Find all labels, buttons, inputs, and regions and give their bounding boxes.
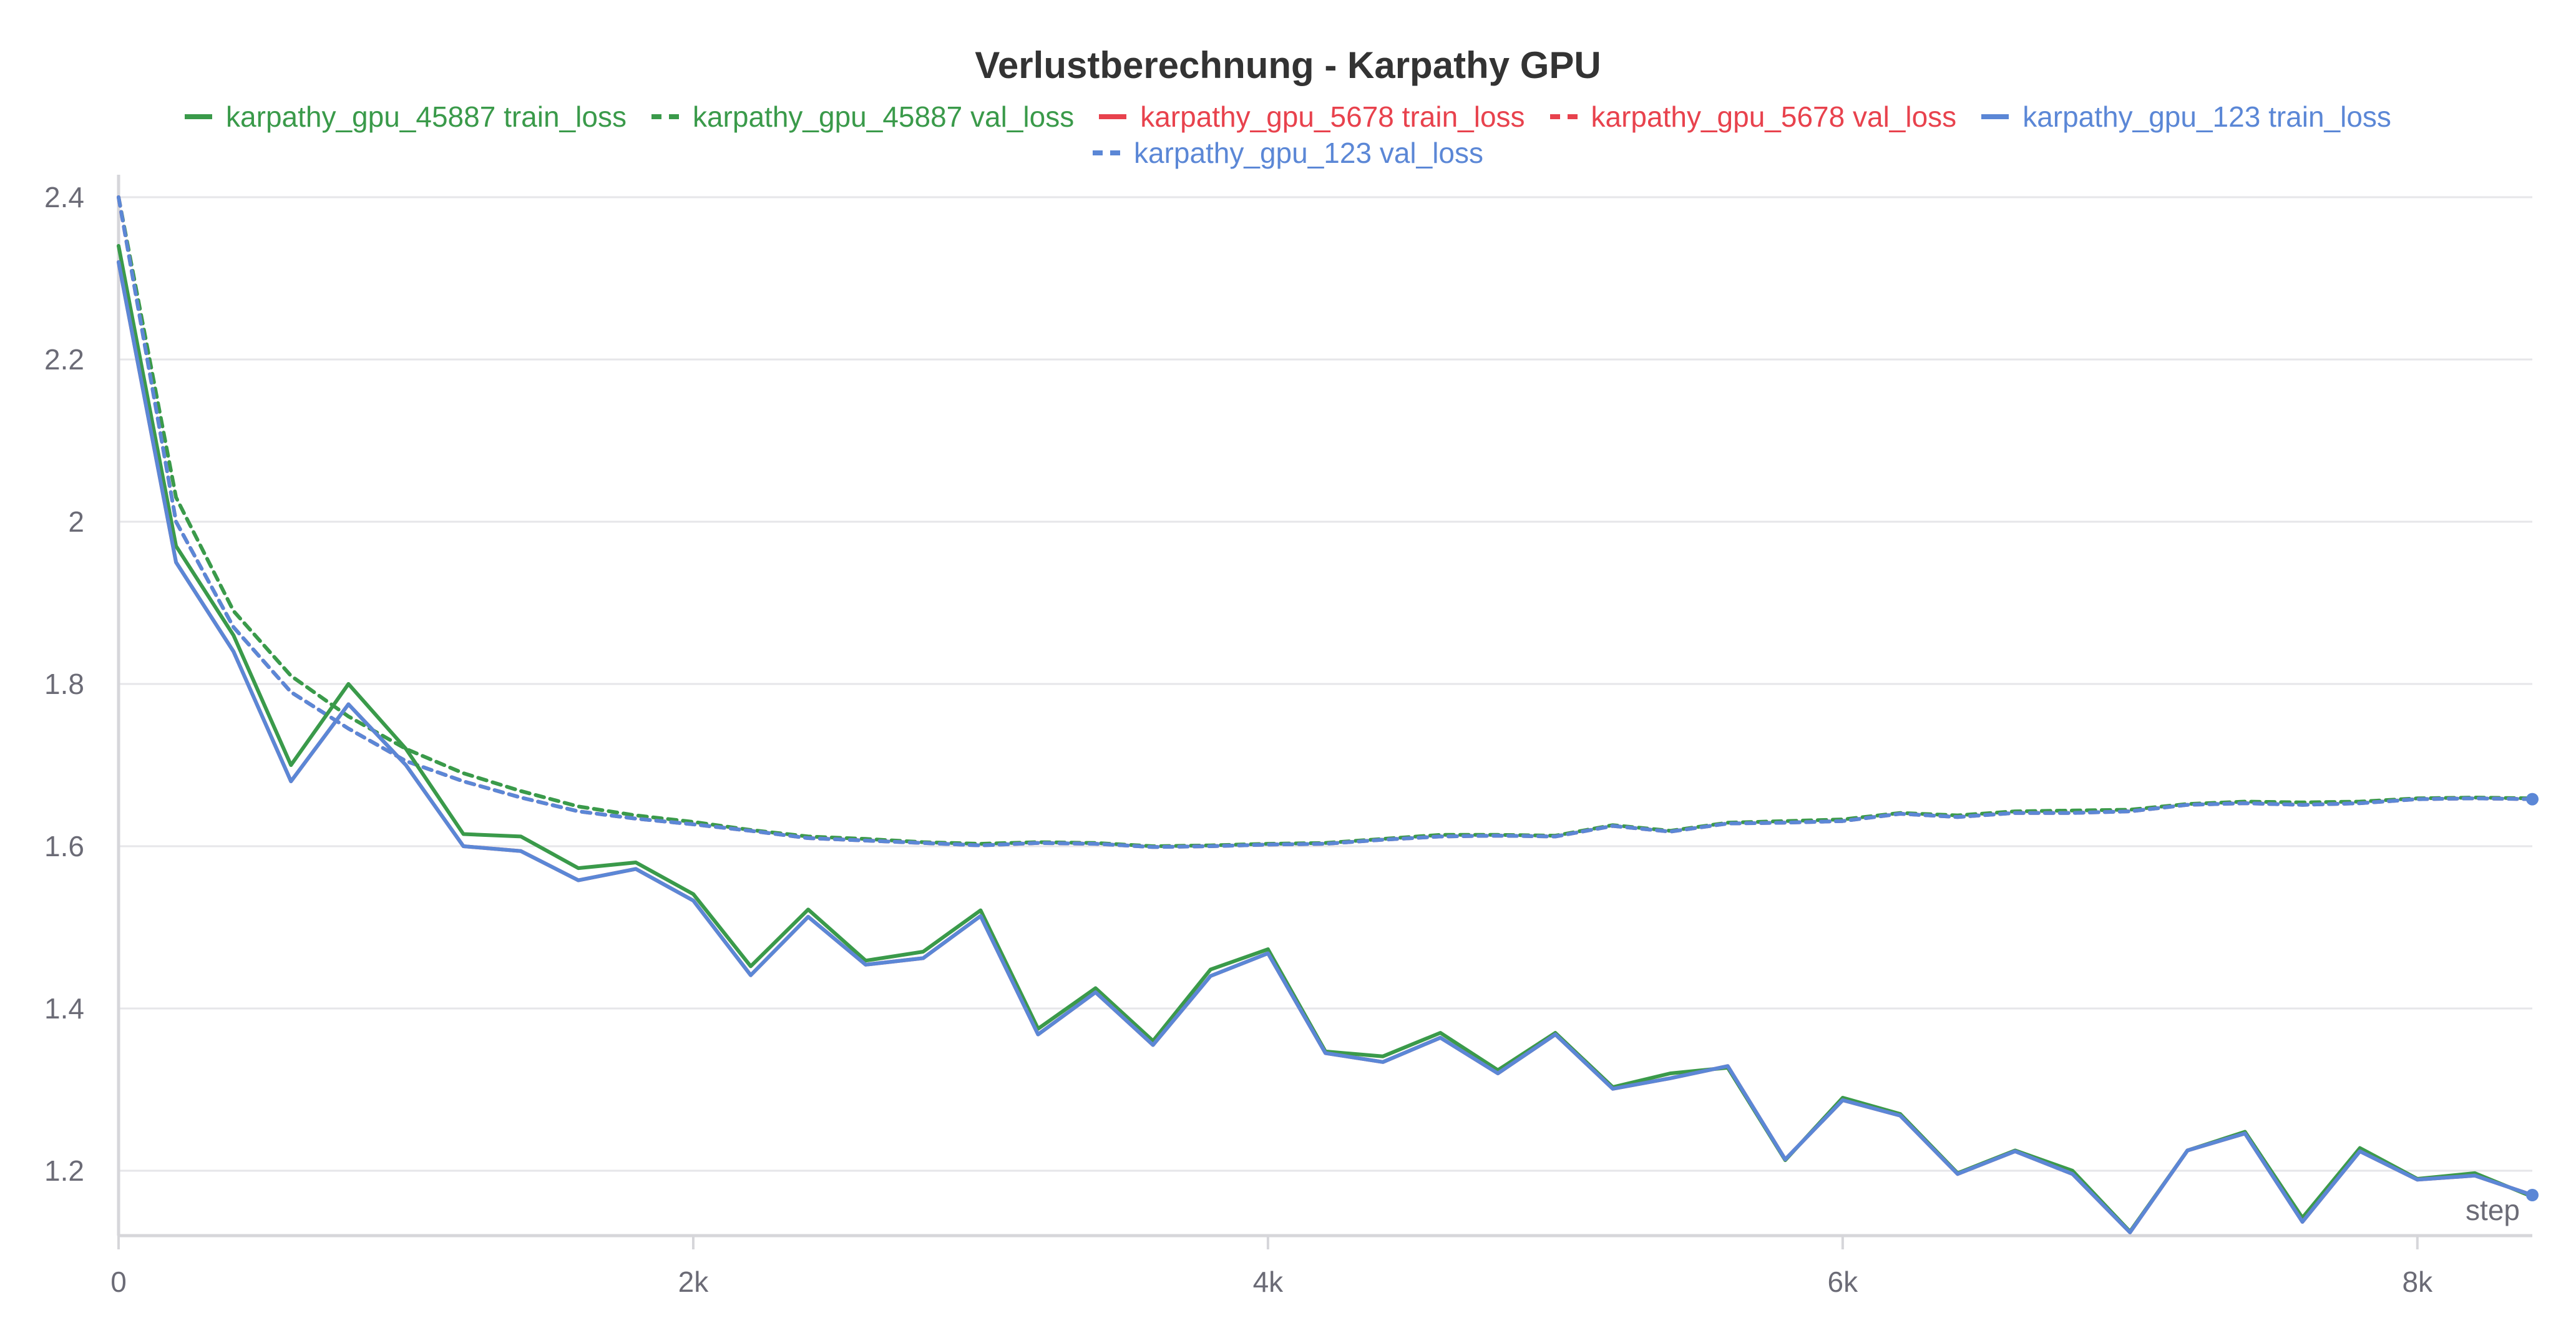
- legend-label: karpathy_gpu_5678 train_loss: [1140, 100, 1525, 133]
- legend-label: karpathy_gpu_45887 train_loss: [226, 100, 627, 133]
- legend-label: karpathy_gpu_123 train_loss: [2022, 100, 2391, 133]
- y-tick-label: 2.4: [44, 181, 84, 213]
- x-tick-label: 6k: [1828, 1266, 1859, 1298]
- legend-item[interactable]: karpathy_gpu_5678 val_loss: [1549, 100, 1957, 134]
- series-line-karpathy-gpu-123-train-loss: [117, 260, 2534, 1234]
- x-tick-label: 0: [110, 1266, 127, 1298]
- legend-swatch: [1981, 114, 2009, 119]
- y-tick-label: 1.8: [44, 668, 84, 700]
- legend-item[interactable]: karpathy_gpu_45887 val_loss: [651, 100, 1074, 134]
- chart-title: Verlustberechnung - Karpathy GPU: [975, 44, 1601, 86]
- legend-swatch: [1092, 150, 1120, 155]
- legend-label: karpathy_gpu_5678 val_loss: [1591, 100, 1957, 133]
- series-end-point: [2526, 1189, 2539, 1201]
- series-line-karpathy-gpu-45887-val-loss: [117, 195, 2534, 848]
- legend-swatch: [185, 114, 213, 119]
- y-tick-label: 2.2: [44, 343, 84, 376]
- legend-row-2: karpathy_gpu_123 val_loss: [0, 136, 2576, 170]
- legend-item[interactable]: karpathy_gpu_45887 train_loss: [185, 100, 627, 134]
- legend-label: karpathy_gpu_123 val_loss: [1133, 137, 1484, 169]
- legend-item[interactable]: karpathy_gpu_5678 train_loss: [1099, 100, 1525, 134]
- legend-swatch: [1099, 114, 1127, 119]
- y-tick-label: 1.2: [44, 1155, 84, 1187]
- y-tick-label: 2: [68, 505, 84, 538]
- y-tick-label: 1.4: [44, 992, 84, 1025]
- legend-swatch: [651, 114, 679, 119]
- y-tick-label: 1.6: [44, 830, 84, 862]
- series-line-karpathy-gpu-123-val-loss: [117, 195, 2534, 849]
- x-tick-label: 2k: [678, 1266, 710, 1298]
- x-tick-label: 8k: [2403, 1266, 2434, 1298]
- legend: karpathy_gpu_45887 train_loss karpathy_gp…: [0, 100, 2576, 134]
- legend-item[interactable]: karpathy_gpu_123 train_loss: [1981, 100, 2391, 134]
- legend-label: karpathy_gpu_45887 val_loss: [692, 100, 1075, 133]
- series-line-karpathy-gpu-5678-train-loss: [117, 260, 2534, 1234]
- series-line-karpathy-gpu-45887-train-loss: [117, 244, 2534, 1234]
- legend-swatch: [1549, 114, 1578, 119]
- legend-item[interactable]: karpathy_gpu_123 val_loss: [1092, 136, 1484, 170]
- x-axis-title: step: [2466, 1194, 2520, 1226]
- series-end-point: [2526, 793, 2539, 806]
- x-tick-label: 4k: [1253, 1266, 1284, 1298]
